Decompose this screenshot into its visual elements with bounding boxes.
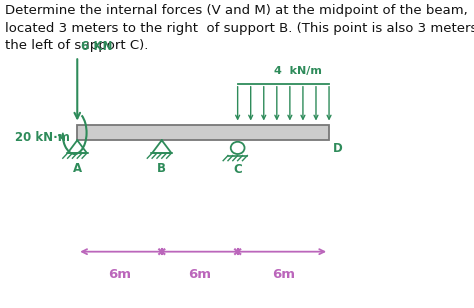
Text: A: A: [73, 162, 82, 175]
Text: 6m: 6m: [272, 269, 295, 282]
Text: B: B: [157, 162, 166, 175]
Text: 4  kN/m: 4 kN/m: [274, 66, 322, 76]
Text: Determine the internal forces (V and M) at the midpoint of the beam,
located 3 m: Determine the internal forces (V and M) …: [5, 4, 474, 52]
Text: 6 KN: 6 KN: [81, 40, 112, 53]
Text: 6m: 6m: [188, 269, 211, 282]
Text: 6m: 6m: [108, 269, 131, 282]
Bar: [77, 125, 329, 140]
Text: 20 kN·m: 20 kN·m: [15, 131, 70, 144]
Text: D: D: [333, 142, 343, 155]
Text: C: C: [233, 163, 242, 176]
